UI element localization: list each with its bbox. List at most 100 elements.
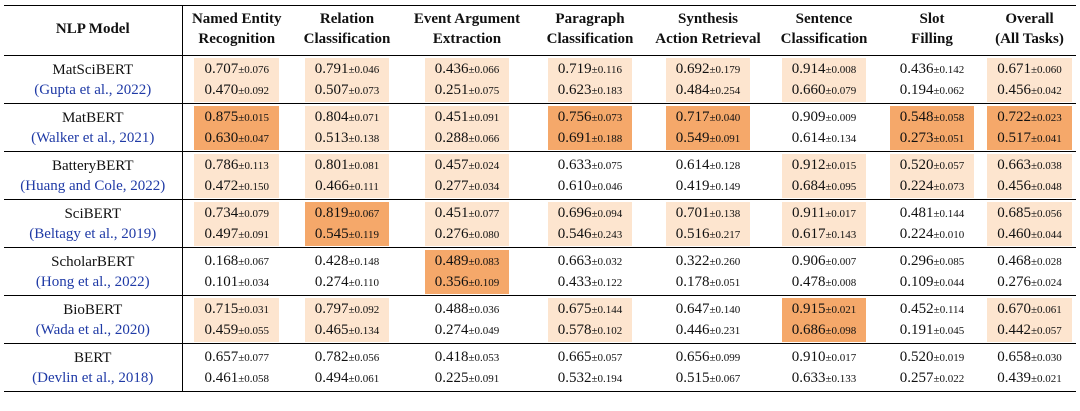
score-mean: 0.701 (675, 204, 710, 221)
score-cell: 0.520±0.057 0.224±0.073 (881, 152, 983, 200)
score-cell: 0.906±0.007 0.478±0.008 (767, 248, 881, 296)
score-bottom: 0.446±0.231 (676, 320, 741, 341)
score-std: ±0.067 (238, 255, 270, 268)
score-std: ±0.042 (1030, 84, 1062, 97)
header-column-line: Relation (319, 10, 375, 27)
score-bottom: 0.273±0.051 (900, 128, 965, 149)
score-mean: 0.191 (899, 321, 934, 338)
score-mean: 0.520 (899, 156, 934, 173)
score-mean: 0.614 (791, 129, 826, 146)
score-box: 0.707±0.076 0.470±0.092 (194, 57, 280, 102)
score-mean: 0.549 (675, 129, 710, 146)
score-std: ±0.077 (468, 207, 500, 220)
score-mean: 0.446 (675, 321, 710, 338)
score-bottom: 0.274±0.049 (435, 320, 500, 341)
score-mean: 0.418 (434, 348, 469, 365)
score-top: 0.647±0.140 (676, 299, 741, 320)
score-cell: 0.696±0.094 0.546±0.243 (531, 200, 649, 248)
score-std: ±0.017 (825, 207, 856, 220)
score-mean: 0.513 (314, 129, 349, 146)
score-mean: 0.461 (204, 369, 239, 386)
score-box: 0.719±0.116 0.623±0.183 (547, 57, 633, 102)
score-std: ±0.024 (468, 159, 500, 172)
score-top: 0.801±0.081 (315, 155, 380, 176)
score-mean: 0.517 (997, 129, 1031, 146)
score-mean: 0.797 (314, 300, 349, 317)
score-std: ±0.110 (348, 276, 380, 289)
score-cell: 0.671±0.060 0.456±0.042 (983, 56, 1076, 104)
score-std: ±0.034 (468, 180, 500, 193)
score-bottom: 0.545±0.119 (315, 224, 380, 245)
score-mean: 0.546 (557, 225, 592, 242)
score-std: ±0.091 (468, 372, 500, 385)
score-mean: 0.276 (434, 225, 469, 242)
score-mean: 0.472 (204, 177, 239, 194)
score-std: ±0.091 (468, 111, 500, 124)
score-box: 0.692±0.179 0.484±0.254 (665, 57, 751, 102)
score-mean: 0.617 (791, 225, 826, 242)
score-mean: 0.663 (997, 156, 1031, 173)
score-box: 0.786±0.113 0.472±0.150 (194, 153, 280, 198)
score-box: 0.696±0.094 0.546±0.243 (547, 201, 633, 246)
score-bottom: 0.686±0.098 (792, 320, 857, 341)
score-mean: 0.296 (899, 252, 934, 269)
score-cell: 0.722±0.023 0.517±0.041 (983, 104, 1076, 152)
score-bottom: 0.109±0.044 (900, 272, 965, 293)
score-bottom: 0.660±0.079 (792, 80, 857, 101)
score-top: 0.791±0.046 (315, 59, 380, 80)
score-top: 0.548±0.058 (900, 107, 965, 128)
score-mean: 0.909 (791, 108, 826, 125)
score-bottom: 0.274±0.110 (315, 272, 380, 293)
score-std: ±0.094 (591, 207, 623, 220)
score-cell: 0.663±0.038 0.456±0.048 (983, 152, 1076, 200)
header-column-line: Synthesis (677, 10, 739, 27)
score-cell: 0.692±0.179 0.484±0.254 (649, 56, 767, 104)
score-mean: 0.436 (899, 60, 934, 77)
score-cell: 0.296±0.085 0.109±0.044 (881, 248, 983, 296)
score-std: ±0.183 (591, 84, 623, 97)
score-cell: 0.481±0.144 0.224±0.010 (881, 200, 983, 248)
score-mean: 0.168 (204, 252, 239, 269)
score-cell: 0.719±0.116 0.623±0.183 (531, 56, 649, 104)
score-box: 0.436±0.142 0.194±0.062 (890, 58, 975, 102)
score-std: ±0.119 (348, 228, 380, 241)
score-box: 0.797±0.092 0.465±0.134 (304, 297, 390, 342)
score-bottom: 0.691±0.188 (558, 128, 623, 149)
score-top: 0.520±0.057 (900, 155, 965, 176)
score-std: ±0.092 (348, 303, 380, 316)
score-std: ±0.032 (591, 255, 623, 268)
score-std: ±0.030 (1030, 351, 1062, 364)
score-mean: 0.875 (204, 108, 239, 125)
score-bottom: 0.225±0.091 (435, 368, 500, 389)
score-mean: 0.719 (557, 60, 592, 77)
score-box: 0.451±0.091 0.288±0.066 (424, 105, 510, 150)
score-bottom: 0.191±0.045 (900, 320, 965, 341)
score-std: ±0.098 (825, 324, 857, 337)
table-body: MatSciBERT (Gupta et al., 2022) 0.707±0.07… (4, 55, 1076, 392)
score-std: ±0.066 (468, 132, 500, 145)
score-std: ±0.188 (591, 132, 623, 145)
score-std: ±0.138 (348, 132, 380, 145)
score-std: ±0.061 (1030, 303, 1062, 316)
score-box: 0.633±0.075 0.610±0.046 (548, 154, 633, 198)
score-cell: 0.658±0.030 0.439±0.021 (983, 344, 1076, 392)
score-bottom: 0.484±0.254 (676, 80, 741, 101)
score-cell: 0.675±0.144 0.578±0.102 (531, 296, 649, 344)
score-bottom: 0.684±0.095 (792, 176, 857, 197)
score-top: 0.911±0.017 (792, 203, 857, 224)
score-mean: 0.532 (557, 369, 592, 386)
score-top: 0.418±0.053 (435, 347, 500, 368)
score-bottom: 0.478±0.008 (792, 272, 857, 293)
score-std: ±0.073 (348, 84, 380, 97)
score-top: 0.915±0.021 (792, 299, 857, 320)
score-std: ±0.114 (933, 303, 965, 316)
score-bottom: 0.466±0.111 (315, 176, 380, 197)
score-mean: 0.109 (899, 273, 934, 290)
model-citation: (Huang and Cole, 2022) (20, 177, 166, 194)
score-box: 0.520±0.019 0.257±0.022 (890, 346, 975, 390)
score-mean: 0.782 (314, 348, 349, 365)
score-std: ±0.149 (709, 180, 741, 193)
score-mean: 0.623 (557, 81, 592, 98)
score-std: ±0.021 (825, 303, 857, 316)
